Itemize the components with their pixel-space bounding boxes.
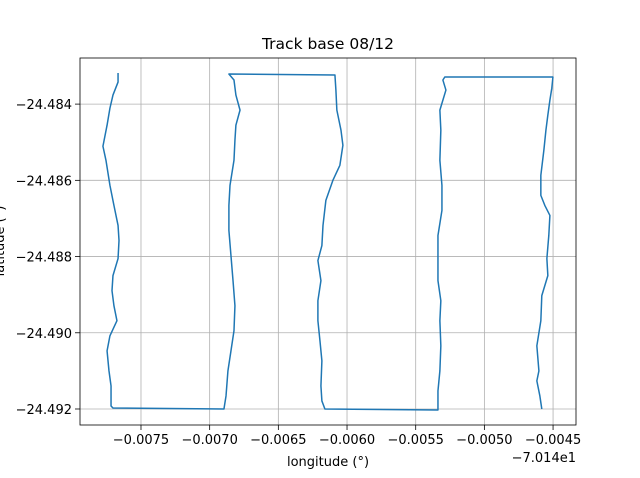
x-tick-label: −0.0070 [181,433,237,448]
y-tick-label: −24.486 [16,174,72,189]
x-tick-label: −0.0065 [250,433,306,448]
x-tick-label: −0.0060 [319,433,375,448]
x-axis-label: longitude (°) [287,455,369,470]
y-axis-label: latitude (°) [0,206,8,277]
x-tick-label: −0.0050 [456,433,512,448]
x-tick-label: −0.0045 [525,433,581,448]
x-tick-label: −0.0055 [388,433,444,448]
y-tick-label: −24.484 [16,98,72,113]
plot-frame [79,57,577,426]
y-tick-label: −24.488 [16,251,72,266]
y-tick-label: −24.492 [16,403,72,418]
track-line [102,73,554,411]
x-tick-label: −0.0075 [113,433,169,448]
chart-title: Track base 08/12 [261,35,394,53]
x-offset-label: −7.014e1 [512,451,576,466]
y-tick-label: −24.490 [16,327,72,342]
